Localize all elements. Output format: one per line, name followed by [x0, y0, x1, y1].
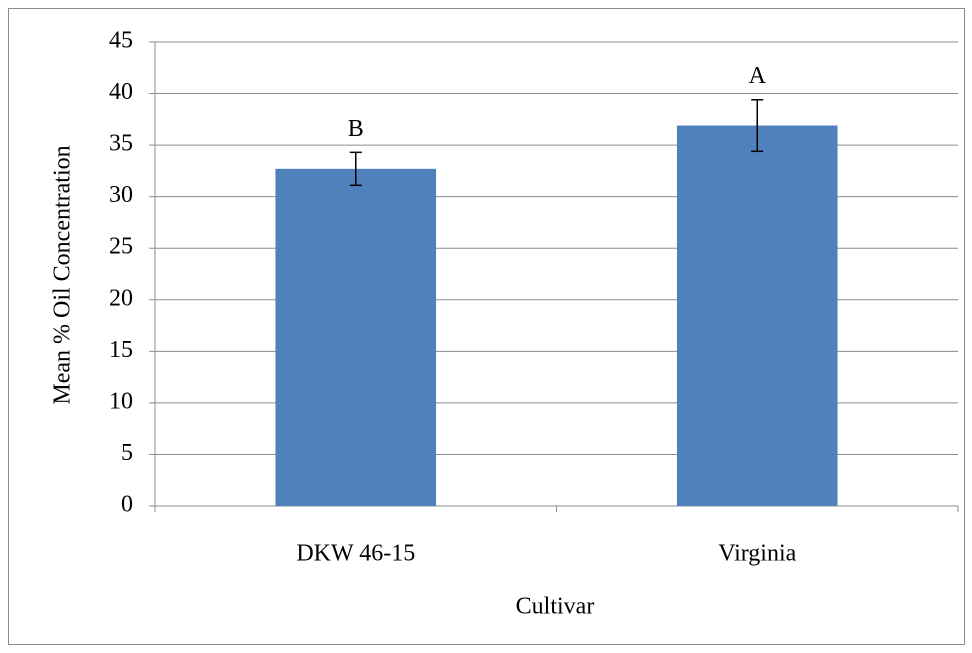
- x-axis-label: Cultivar: [516, 594, 595, 620]
- bar: [275, 168, 437, 506]
- y-axis-label: Mean % Oil Concentration: [50, 145, 76, 404]
- y-tick-label: 45: [109, 28, 133, 54]
- y-tick-label: 30: [109, 182, 133, 208]
- y-tick-label: 35: [109, 131, 133, 157]
- annotation: B: [348, 116, 364, 142]
- x-tick-label: Virginia: [718, 541, 796, 567]
- y-tick-label: 0: [121, 492, 133, 518]
- y-tick-label: 10: [109, 388, 133, 414]
- bar: [676, 125, 838, 507]
- y-tick-label: 5: [121, 440, 133, 466]
- y-tick-label: 40: [109, 79, 133, 105]
- y-tick-label: 25: [109, 234, 133, 260]
- y-tick-label: 20: [109, 285, 133, 311]
- x-tick-label: DKW 46-15: [296, 541, 415, 567]
- annotation: A: [749, 63, 767, 89]
- y-tick-label: 15: [109, 337, 133, 363]
